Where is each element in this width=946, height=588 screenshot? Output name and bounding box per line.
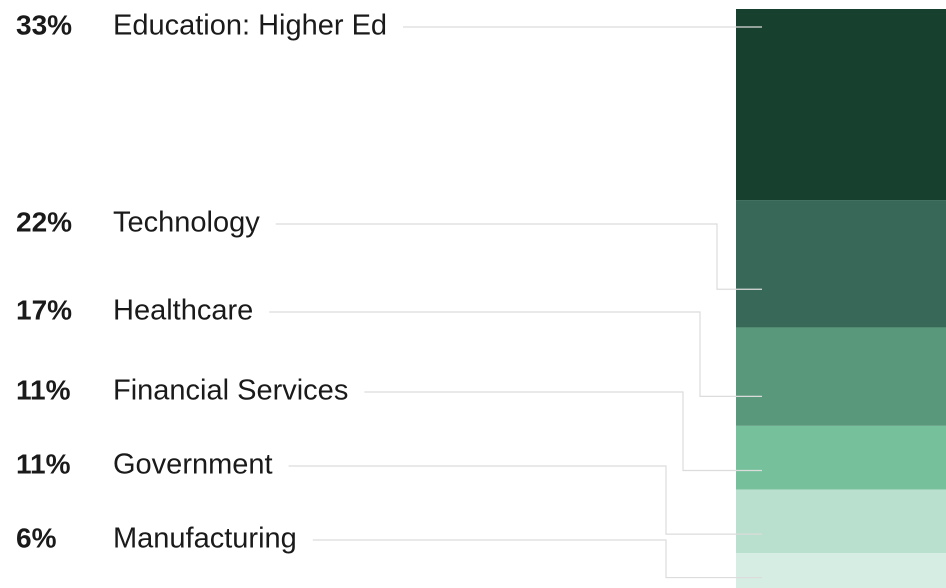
leader-line	[275, 223, 762, 290]
leader-line	[269, 311, 762, 397]
bar-segment	[736, 425, 946, 490]
bar-segment	[736, 200, 946, 328]
category-label: Financial Services	[113, 375, 348, 407]
leader-line	[312, 539, 762, 579]
category-label: Technology	[113, 207, 260, 239]
value-label: 11%	[16, 374, 71, 405]
bar-segment	[736, 327, 946, 426]
leader-line	[288, 465, 762, 535]
category-label: Manufacturing	[113, 523, 297, 555]
bar-segment	[736, 553, 946, 588]
bar-segment	[736, 9, 946, 201]
category-label: Education: Higher Ed	[113, 10, 387, 42]
value-label: 22%	[16, 206, 72, 237]
value-label: 11%	[16, 448, 71, 479]
bar-segment	[736, 489, 946, 554]
value-label: 6%	[16, 522, 57, 553]
value-label: 17%	[16, 294, 72, 325]
value-label: 33%	[16, 9, 72, 40]
category-label: Healthcare	[113, 295, 253, 327]
leader-line	[364, 391, 762, 472]
category-label: Government	[113, 449, 273, 481]
